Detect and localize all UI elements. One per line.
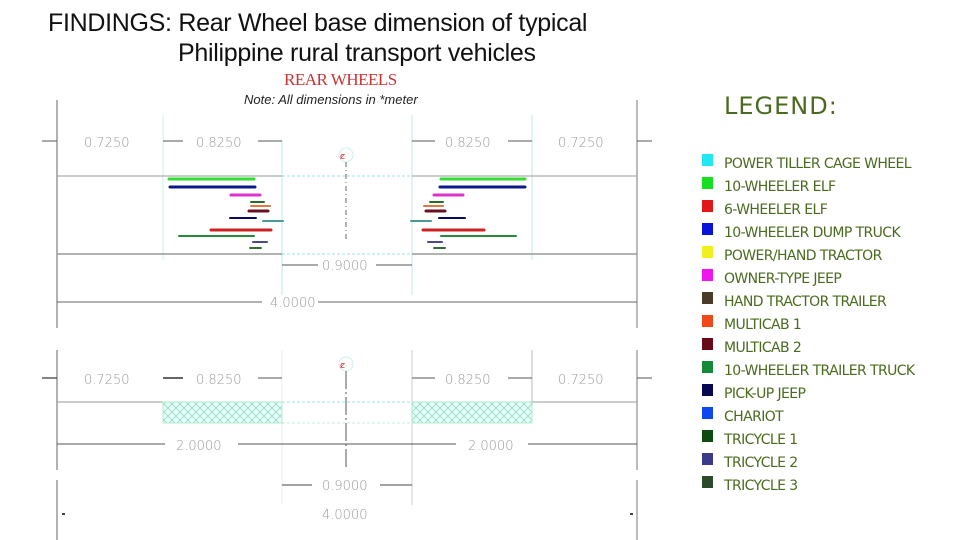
dim-bottom-overall: 4.0000 [322, 508, 368, 523]
legend-label: POWER/HAND TRACTOR [724, 247, 882, 264]
dim-top-left-wheel: 0.8250 [196, 136, 242, 151]
legend-label: HAND TRACTOR TRAILER [724, 293, 887, 310]
dim-bottom-right-outer: 0.7250 [558, 373, 604, 388]
legend-item: 10-WHEELER TRAILER TRUCK [702, 359, 915, 382]
legend-label: TRICYCLE 1 [724, 431, 798, 448]
dim-top-overall: 4.0000 [270, 296, 316, 311]
legend-swatch-icon [702, 360, 713, 373]
wheel-width-bars [167, 177, 527, 249]
legend-swatch-icon [702, 406, 713, 419]
legend-label: TRICYCLE 2 [724, 454, 798, 471]
legend-swatch-icon [702, 429, 713, 442]
drawing-heading: REAR WHEELS [284, 70, 397, 89]
legend-label: PICK-UP JEEP [724, 385, 806, 402]
legend-swatch-icon [702, 452, 713, 465]
slide-title-line1: FINDINGS: Rear Wheel base dimension of t… [48, 9, 588, 37]
legend-list: POWER TILLER CAGE WHEEL 10-WHEELER ELF 6-W… [702, 152, 915, 497]
centerline-symbol-2: ȼ [340, 361, 345, 371]
legend-item: 10-WHEELER ELF [702, 175, 915, 198]
legend-swatch-icon [702, 199, 713, 212]
legend-label: TRICYCLE 3 [724, 477, 798, 494]
legend-swatch-icon [702, 176, 713, 189]
legend-item: CHARIOT [702, 405, 915, 428]
legend-swatch-icon [702, 314, 713, 327]
dim-bottom-left-outer: 0.7250 [84, 373, 130, 388]
legend-item: 10-WHEELER DUMP TRUCK [702, 221, 915, 244]
legend-item: MULTICAB 2 [702, 336, 915, 359]
legend-title: LEGEND: [724, 92, 838, 120]
legend-swatch-icon [702, 383, 713, 396]
dim-bottom-left-half: 2.0000 [176, 439, 222, 454]
legend-swatch-icon [702, 222, 713, 235]
legend-swatch-icon [702, 245, 713, 258]
dim-top-right-wheel: 0.8250 [445, 136, 491, 151]
rear-wheel-drawing: 0.7250 0.8250 0.8250 0.7250 ȼ 0.9000 4.0… [42, 100, 652, 540]
legend-label: 6-WHEELER ELF [724, 201, 828, 218]
legend-item: OWNER-TYPE JEEP [702, 267, 915, 290]
slide-title: FINDINGS: Rear Wheel base dimension of t… [48, 8, 588, 68]
dim-bottom-right-half: 2.0000 [468, 439, 514, 454]
dim-top-right-outer: 0.7250 [558, 136, 604, 151]
units-note: Note: All dimensions in *meter [244, 92, 418, 107]
legend-label: 10-WHEELER TRAILER TRUCK [724, 362, 915, 379]
dim-bottom-center-gap: 0.9000 [322, 479, 368, 494]
slide-title-line2: Philippine rural transport vehicles [178, 39, 536, 67]
legend-swatch-icon [702, 337, 713, 350]
legend-item: POWER TILLER CAGE WHEEL [702, 152, 915, 175]
legend-label: 10-WHEELER ELF [724, 178, 836, 195]
legend-item: MULTICAB 1 [702, 313, 915, 336]
legend-label: MULTICAB 2 [724, 339, 802, 356]
legend-swatch-icon [702, 153, 713, 166]
legend-item: TRICYCLE 2 [702, 451, 915, 474]
legend-label: CHARIOT [724, 408, 784, 425]
legend-label: POWER TILLER CAGE WHEEL [724, 155, 912, 172]
dim-top-center-gap: 0.9000 [322, 259, 368, 274]
legend-item: HAND TRACTOR TRAILER [702, 290, 915, 313]
legend-item: PICK-UP JEEP [702, 382, 915, 405]
legend-swatch-icon [702, 268, 713, 281]
legend-item: POWER/HAND TRACTOR [702, 244, 915, 267]
top-view: 0.7250 0.8250 0.8250 0.7250 ȼ 0.9000 4.0… [42, 100, 652, 328]
legend-item: TRICYCLE 3 [702, 474, 915, 497]
legend-label: OWNER-TYPE JEEP [724, 270, 842, 287]
legend-swatch-icon [702, 291, 713, 304]
left-wheel-section [162, 401, 283, 424]
dim-top-left-outer: 0.7250 [84, 136, 130, 151]
legend-item: 6-WHEELER ELF [702, 198, 915, 221]
legend-label: MULTICAB 1 [724, 316, 802, 333]
legend-swatch-icon [702, 475, 713, 488]
dim-bottom-left-wheel: 0.8250 [196, 373, 242, 388]
legend-item: TRICYCLE 1 [702, 428, 915, 451]
bottom-view: 0.7250 0.8250 0.8250 0.7250 ȼ 2.0000 2.0… [42, 350, 652, 540]
legend-label: 10-WHEELER DUMP TRUCK [724, 224, 901, 241]
dim-bottom-right-wheel: 0.8250 [445, 373, 491, 388]
right-wheel-section [411, 401, 533, 424]
centerline-symbol: ȼ [340, 152, 345, 162]
